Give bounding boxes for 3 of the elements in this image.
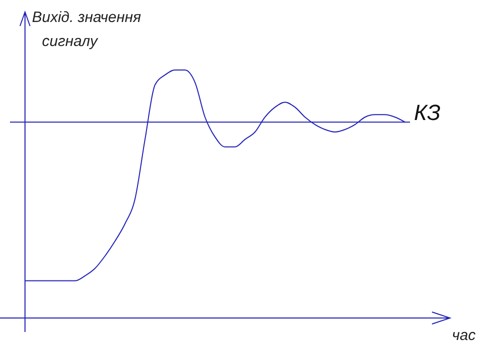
ref-line-label: КЗ [414,100,441,126]
y-axis-title: Вихід. значення сигналу [32,9,141,50]
x-axis-title: час [452,327,476,344]
